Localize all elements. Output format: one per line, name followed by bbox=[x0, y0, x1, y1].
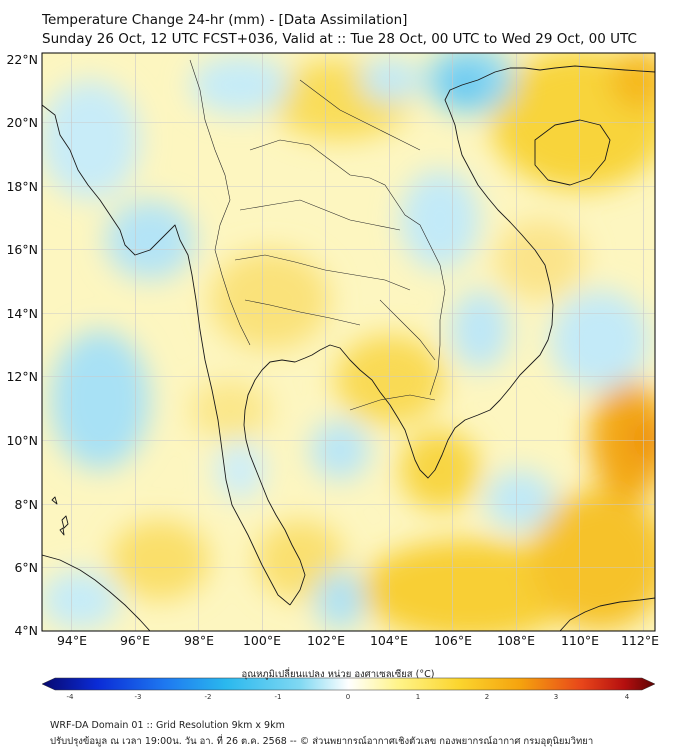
lat-label-22: 22°N bbox=[6, 52, 38, 67]
colorbar-tick: -2 bbox=[204, 693, 212, 701]
temperature-field bbox=[42, 53, 655, 631]
footer-update-info: ปรับปรุงข้อมูล ณ เวลา 19:00น. วัน อา. ที… bbox=[50, 736, 594, 747]
coastlines bbox=[42, 65, 655, 631]
lon-label-104: 104°E bbox=[369, 633, 408, 648]
lat-label-10: 10°N bbox=[6, 433, 38, 448]
lon-label-112: 112°E bbox=[620, 633, 659, 648]
lat-label-8: 8°N bbox=[14, 497, 38, 512]
colorbar-tick: -1 bbox=[274, 693, 282, 701]
colorbar-tick: 3 bbox=[553, 693, 559, 701]
colorbar-tick: 0 bbox=[345, 693, 351, 701]
colorbar-title: อุณหภูมิเปลี่ยนแปลง หน่วย องศาเซลเซียส (… bbox=[241, 669, 435, 680]
colorbar-tick: 4 bbox=[624, 693, 630, 701]
gridlines bbox=[42, 53, 655, 631]
colorbar-tick: 1 bbox=[415, 693, 421, 701]
map-title: Temperature Change 24-hr (mm) - [Data As… bbox=[42, 12, 408, 28]
lon-label-94: 94°E bbox=[56, 633, 88, 648]
plot-frame bbox=[41, 52, 656, 632]
admin-boundaries bbox=[189, 59, 446, 411]
colorbar-bar bbox=[41, 677, 656, 691]
lat-label-20: 20°N bbox=[6, 115, 38, 130]
lon-label-110: 110°E bbox=[560, 633, 599, 648]
lon-label-100: 100°E bbox=[242, 633, 281, 648]
lat-label-12: 12°N bbox=[6, 369, 38, 384]
colorbar-tick: -3 bbox=[134, 693, 142, 701]
lat-label-18: 18°N bbox=[6, 179, 38, 194]
lon-label-106: 106°E bbox=[433, 633, 472, 648]
lon-label-102: 102°E bbox=[306, 633, 345, 648]
lon-label-108: 108°E bbox=[496, 633, 535, 648]
lat-label-6: 6°N bbox=[14, 560, 38, 575]
lat-label-16: 16°N bbox=[6, 242, 38, 257]
lon-label-96: 96°E bbox=[119, 633, 151, 648]
footer-model-info: WRF-DA Domain 01 :: Grid Resolution 9km … bbox=[50, 720, 285, 731]
lat-label-14: 14°N bbox=[6, 306, 38, 321]
lat-label-4: 4°N bbox=[14, 623, 38, 638]
map-subtitle: Sunday 26 Oct, 12 UTC FCST+036, Valid at… bbox=[42, 31, 637, 47]
colorbar-tick: 2 bbox=[484, 693, 490, 701]
colorbar-tick: -4 bbox=[66, 693, 74, 701]
lon-label-98: 98°E bbox=[183, 633, 215, 648]
